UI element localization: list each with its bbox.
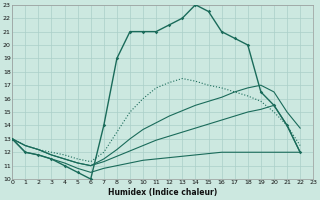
X-axis label: Humidex (Indice chaleur): Humidex (Indice chaleur): [108, 188, 217, 197]
